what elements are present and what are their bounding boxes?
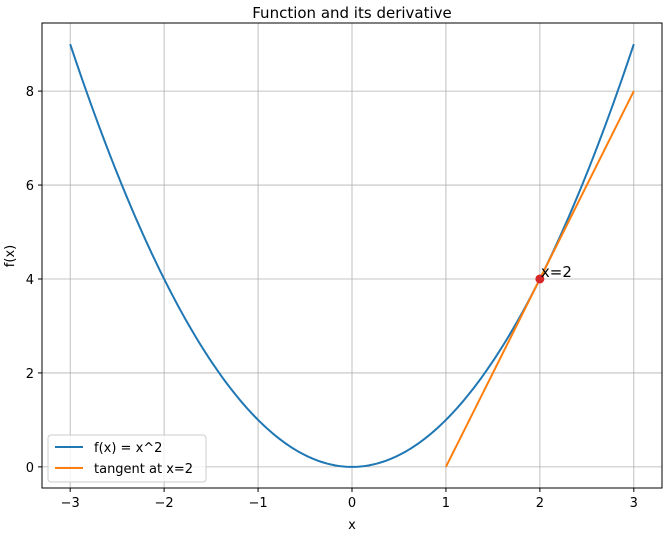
x-tick-label: 0 <box>348 496 356 511</box>
grid <box>42 23 662 488</box>
chart-title: Function and its derivative <box>252 4 452 22</box>
x-tick-label: −3 <box>61 496 80 511</box>
legend-box <box>47 434 207 483</box>
legend: f(x) = x^2 tangent at x=2 <box>47 434 207 483</box>
y-tick-label: 2 <box>26 367 34 382</box>
y-tick-label: 0 <box>26 461 34 476</box>
x-tick-label: −2 <box>155 496 174 511</box>
y-tick-label: 8 <box>26 85 34 100</box>
plot-area: x=2 <box>69 43 635 468</box>
x-tick-label: −1 <box>248 496 267 511</box>
y-axis-label: f(x) <box>3 245 18 267</box>
ticks: −3 −2 −1 0 1 2 3 0 2 4 6 8 <box>26 85 638 511</box>
y-tick-label: 4 <box>26 273 34 288</box>
x-tick-label: 1 <box>442 496 450 511</box>
y-tick-label: 6 <box>26 179 34 194</box>
tangent-point-label: x=2 <box>541 263 572 281</box>
x-axis-label: x <box>348 518 356 533</box>
tangent-point <box>535 274 545 284</box>
x-tick-label: 2 <box>536 496 544 511</box>
legend-label-tangent: tangent at x=2 <box>94 462 193 477</box>
x-tick-label: 3 <box>630 496 638 511</box>
legend-label-f: f(x) = x^2 <box>94 441 162 456</box>
